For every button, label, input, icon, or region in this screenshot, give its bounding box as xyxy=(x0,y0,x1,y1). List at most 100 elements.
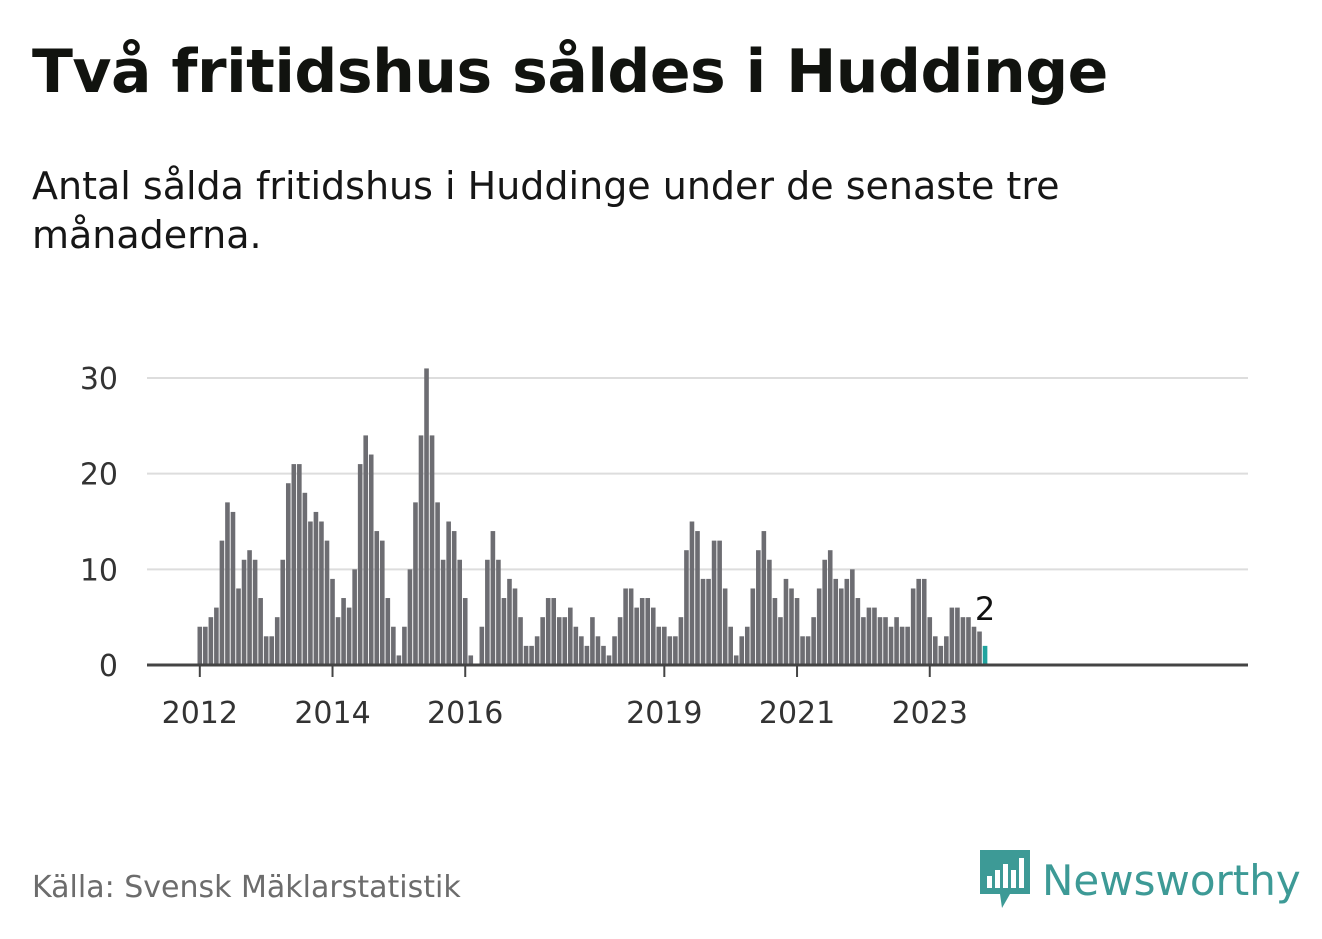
bar xyxy=(728,626,733,665)
bar xyxy=(335,617,341,665)
bar xyxy=(827,550,833,665)
bar xyxy=(396,655,402,665)
bar xyxy=(888,626,894,665)
bar xyxy=(391,626,396,665)
bar xyxy=(822,559,827,665)
bar xyxy=(352,569,357,665)
chart-subtitle: Antal sålda fritidshus i Huddinge under … xyxy=(32,164,1060,258)
bar xyxy=(285,483,291,665)
bar xyxy=(838,588,844,665)
bar xyxy=(673,636,678,665)
bar xyxy=(750,588,756,665)
bar xyxy=(866,607,872,665)
bar xyxy=(418,435,424,665)
y-tick-label: 10 xyxy=(80,553,118,588)
bar xyxy=(451,531,457,665)
bar xyxy=(612,636,617,665)
bar xyxy=(446,521,451,665)
bar xyxy=(861,617,866,665)
bar xyxy=(778,617,783,665)
bar xyxy=(247,550,252,665)
brand-name: Newsworthy xyxy=(1042,855,1301,905)
bar xyxy=(424,368,429,665)
bar xyxy=(440,559,446,665)
bar xyxy=(623,588,628,665)
bar xyxy=(540,617,545,665)
bar xyxy=(368,454,374,665)
bar xyxy=(263,636,269,665)
bar xyxy=(341,598,346,665)
x-tick-label: 2023 xyxy=(892,696,968,731)
bar xyxy=(955,607,960,665)
newsworthy-logo-icon xyxy=(980,850,1030,908)
bar xyxy=(744,626,750,665)
bar xyxy=(241,559,247,665)
bar xyxy=(269,636,274,665)
bar xyxy=(971,626,977,665)
bar xyxy=(435,502,440,665)
bar xyxy=(203,626,208,665)
bar xyxy=(479,626,485,665)
bar xyxy=(850,569,855,665)
bar xyxy=(485,559,490,665)
bar xyxy=(966,617,971,665)
chart-title: Två fritidshus såldes i Huddinge xyxy=(32,37,1108,107)
bar xyxy=(756,550,761,665)
bar xyxy=(877,617,883,665)
x-tick-label: 2021 xyxy=(759,696,835,731)
bar xyxy=(650,607,656,665)
bar xyxy=(711,540,717,665)
bar xyxy=(949,607,955,665)
bar xyxy=(800,636,805,665)
bar xyxy=(258,598,263,665)
bar xyxy=(462,598,468,665)
bar xyxy=(767,559,772,665)
bar xyxy=(639,598,645,665)
bar xyxy=(573,626,579,665)
bar xyxy=(291,464,297,665)
bar xyxy=(667,636,673,665)
bar xyxy=(717,540,722,665)
bar xyxy=(230,511,236,665)
bar xyxy=(529,645,534,665)
bar xyxy=(794,598,800,665)
bar xyxy=(944,636,949,665)
bar xyxy=(601,645,606,665)
bar xyxy=(910,588,916,665)
source-note: Källa: Svensk Mäklarstatistik xyxy=(32,870,461,905)
bar xyxy=(645,598,651,665)
x-tick-label: 2016 xyxy=(427,696,503,731)
bar xyxy=(844,578,850,665)
bar xyxy=(872,607,877,665)
bar xyxy=(507,578,512,665)
bar xyxy=(783,578,789,665)
bar xyxy=(518,617,523,665)
bar xyxy=(302,492,308,665)
bar xyxy=(319,521,324,665)
bar xyxy=(374,531,380,665)
bar xyxy=(811,617,816,665)
bar xyxy=(225,502,230,665)
bar xyxy=(490,531,496,665)
bar xyxy=(280,559,286,665)
bar xyxy=(656,626,662,665)
bar xyxy=(678,617,684,665)
bar xyxy=(932,636,938,665)
bar xyxy=(379,540,385,665)
bar xyxy=(330,578,335,665)
bar xyxy=(363,435,368,665)
bar xyxy=(468,655,474,665)
bar xyxy=(905,626,910,665)
bar xyxy=(772,598,778,665)
bar xyxy=(197,626,203,665)
bar xyxy=(357,464,363,665)
bar xyxy=(579,636,584,665)
bar xyxy=(916,578,921,665)
bar xyxy=(413,502,418,665)
bar xyxy=(297,464,302,665)
bar xyxy=(512,588,518,665)
bar xyxy=(313,511,319,665)
bar xyxy=(628,588,634,665)
bar xyxy=(214,607,219,665)
